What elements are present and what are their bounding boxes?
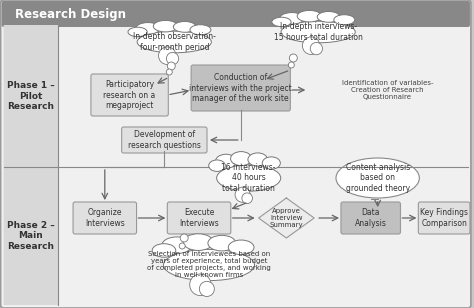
Text: Selection of interviewees based on
years of experience, total budget
of complete: Selection of interviewees based on years… bbox=[147, 252, 271, 278]
Text: Content analysis
based on
grounded theory: Content analysis based on grounded theor… bbox=[346, 163, 410, 193]
Ellipse shape bbox=[317, 11, 340, 22]
Text: Identification of variables-
Creation of Research
Questionnaire: Identification of variables- Creation of… bbox=[342, 80, 433, 100]
Circle shape bbox=[302, 37, 320, 55]
Ellipse shape bbox=[272, 17, 291, 26]
Circle shape bbox=[310, 43, 322, 55]
FancyBboxPatch shape bbox=[167, 202, 231, 234]
Circle shape bbox=[190, 274, 211, 296]
Text: Phase 1 –
Pilot
Research: Phase 1 – Pilot Research bbox=[7, 81, 54, 111]
Ellipse shape bbox=[248, 153, 267, 166]
Polygon shape bbox=[259, 198, 314, 238]
FancyBboxPatch shape bbox=[4, 3, 468, 25]
Text: In-depth observation-
four-month period: In-depth observation- four-month period bbox=[133, 32, 216, 52]
Circle shape bbox=[179, 243, 185, 249]
Ellipse shape bbox=[136, 22, 160, 34]
Text: In-depth interviews-
15 hours total duration: In-depth interviews- 15 hours total dura… bbox=[273, 22, 363, 42]
Circle shape bbox=[289, 54, 297, 62]
Ellipse shape bbox=[173, 22, 196, 32]
Text: Organize
Interviews: Organize Interviews bbox=[85, 208, 125, 228]
Ellipse shape bbox=[334, 15, 355, 25]
Text: Research Design: Research Design bbox=[15, 7, 126, 21]
Ellipse shape bbox=[230, 152, 252, 166]
FancyBboxPatch shape bbox=[191, 65, 291, 111]
Ellipse shape bbox=[153, 20, 178, 32]
Ellipse shape bbox=[297, 10, 322, 22]
Ellipse shape bbox=[216, 154, 237, 168]
FancyBboxPatch shape bbox=[91, 74, 168, 116]
Ellipse shape bbox=[228, 240, 254, 255]
Text: Conduction of
interviews with the project
manager of the work site: Conduction of interviews with the projec… bbox=[189, 73, 292, 103]
Ellipse shape bbox=[217, 165, 281, 191]
Ellipse shape bbox=[336, 158, 419, 198]
Ellipse shape bbox=[262, 157, 280, 169]
Ellipse shape bbox=[152, 244, 176, 257]
Circle shape bbox=[242, 193, 253, 204]
Text: Approve
Interview
Summary: Approve Interview Summary bbox=[270, 208, 303, 228]
FancyBboxPatch shape bbox=[122, 127, 207, 153]
Circle shape bbox=[158, 47, 176, 64]
Ellipse shape bbox=[209, 160, 225, 171]
Ellipse shape bbox=[128, 27, 147, 37]
FancyBboxPatch shape bbox=[4, 167, 58, 305]
Text: Phase 2 –
Main
Research: Phase 2 – Main Research bbox=[7, 221, 54, 251]
FancyBboxPatch shape bbox=[341, 202, 401, 234]
Circle shape bbox=[180, 234, 188, 242]
FancyBboxPatch shape bbox=[73, 202, 137, 234]
Circle shape bbox=[167, 62, 175, 70]
Ellipse shape bbox=[280, 13, 304, 24]
Ellipse shape bbox=[183, 234, 213, 250]
Ellipse shape bbox=[190, 25, 211, 35]
Ellipse shape bbox=[137, 31, 211, 53]
Circle shape bbox=[235, 187, 250, 202]
FancyBboxPatch shape bbox=[4, 25, 58, 167]
Circle shape bbox=[200, 282, 214, 297]
Ellipse shape bbox=[281, 21, 355, 43]
Text: Development of
research questions: Development of research questions bbox=[128, 130, 201, 150]
Circle shape bbox=[166, 52, 179, 65]
FancyBboxPatch shape bbox=[1, 1, 470, 27]
Ellipse shape bbox=[208, 235, 236, 251]
Ellipse shape bbox=[162, 237, 192, 253]
Circle shape bbox=[288, 62, 294, 68]
Text: Data
Analysis: Data Analysis bbox=[355, 208, 387, 228]
Text: Execute
Interviews: Execute Interviews bbox=[179, 208, 219, 228]
Ellipse shape bbox=[164, 249, 255, 281]
FancyBboxPatch shape bbox=[419, 202, 470, 234]
Text: Key Findings
Comparison: Key Findings Comparison bbox=[420, 208, 468, 228]
Text: 16 interviews-
40 hours
total duration: 16 interviews- 40 hours total duration bbox=[221, 163, 276, 193]
Circle shape bbox=[166, 69, 172, 75]
Text: Participatory
research on a
megaproject: Participatory research on a megaproject bbox=[103, 80, 156, 110]
